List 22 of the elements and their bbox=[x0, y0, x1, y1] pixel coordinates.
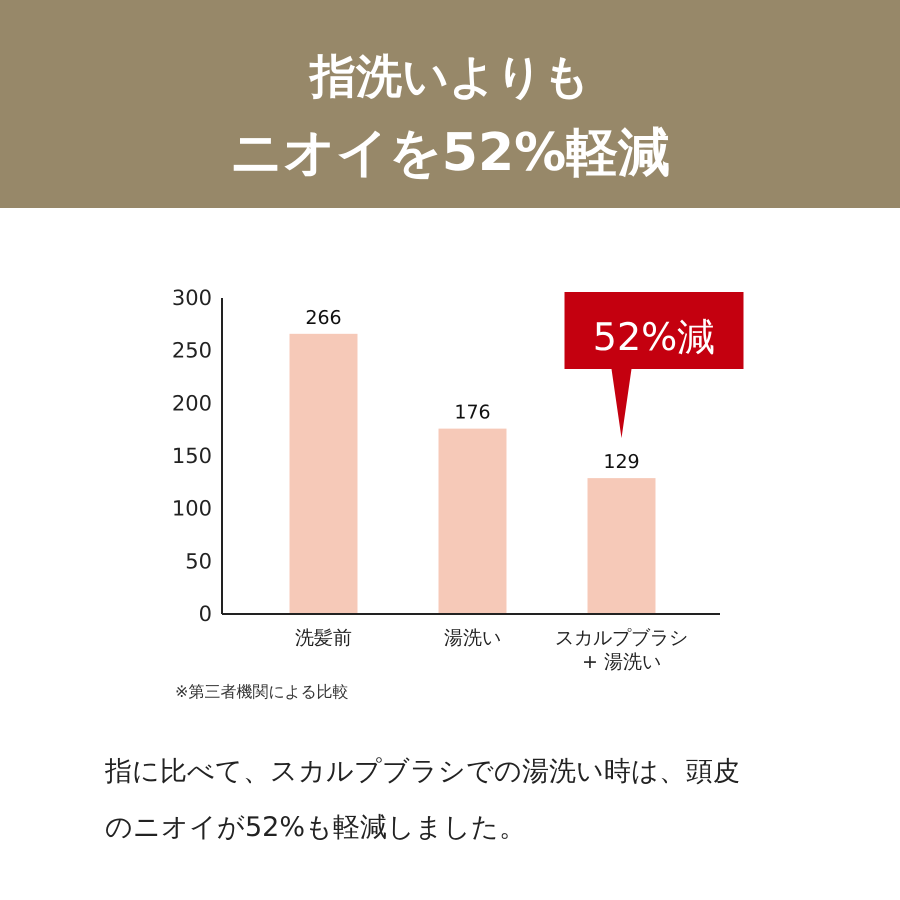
data-label: 176 bbox=[454, 402, 491, 424]
x-tick-label: 洗髪前 bbox=[295, 627, 352, 649]
x-tick-label: スカルプブラシ + 湯洗い bbox=[555, 627, 688, 673]
bar bbox=[438, 428, 506, 614]
annotation: 52%減 bbox=[592, 315, 716, 359]
text: 指に比べて、スカルプブラシでの湯洗い時は、頭皮のニオイが52%も軽減しました。 bbox=[104, 756, 740, 843]
y-tick-label: 250 bbox=[172, 338, 212, 363]
y-tick-label: 150 bbox=[172, 444, 212, 468]
chart-title: 指洗いよりも bbox=[308, 49, 590, 103]
text: ※第三者機関による比較 bbox=[175, 682, 348, 701]
y-tick-label: 50 bbox=[185, 549, 212, 574]
y-tick-label: 300 bbox=[172, 286, 212, 310]
callout: 52%減 bbox=[564, 292, 744, 438]
y-tick-label: 200 bbox=[172, 391, 212, 416]
data-label: 266 bbox=[305, 306, 342, 329]
chart-subtitle: ニオイを52%軽減 bbox=[230, 123, 670, 183]
data-label: 129 bbox=[603, 451, 640, 474]
bar bbox=[290, 334, 358, 614]
x-tick-label: 湯洗い bbox=[444, 627, 501, 649]
bar bbox=[588, 478, 656, 614]
y-tick-label: 0 bbox=[198, 602, 212, 626]
y-tick-label: 100 bbox=[172, 496, 212, 521]
